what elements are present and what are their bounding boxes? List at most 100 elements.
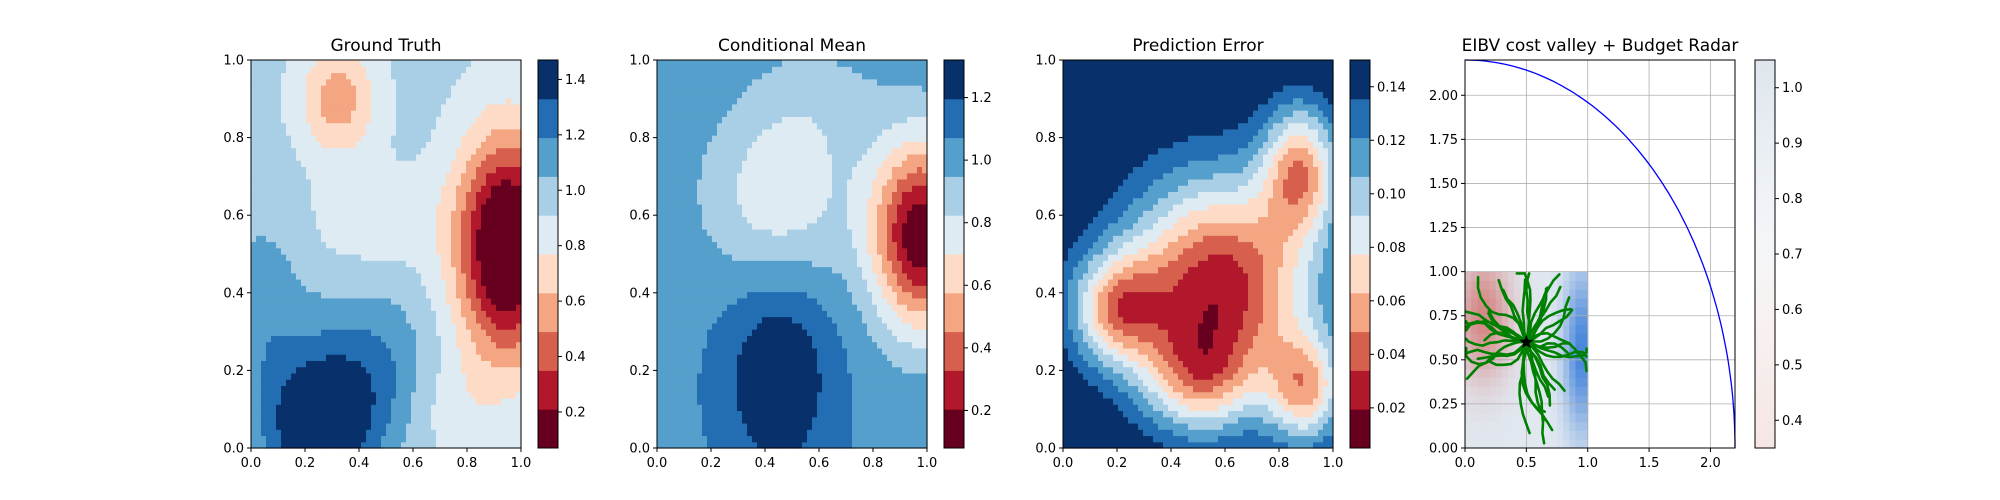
- heatmap-cell: [461, 310, 467, 318]
- heatmap-cell: [296, 222, 302, 230]
- heatmap-cell: [416, 322, 422, 330]
- heatmap-cell: [712, 116, 718, 124]
- heatmap-cell: [326, 291, 332, 299]
- heatmap-cell: [316, 279, 322, 286]
- heatmap-cell: [376, 172, 382, 180]
- heatmap-cell: [752, 266, 758, 274]
- heatmap-cell: [346, 153, 352, 161]
- heatmap-cell: [707, 103, 713, 111]
- heatmap-cell: [697, 228, 703, 236]
- heatmap-cell: [351, 241, 357, 249]
- heatmap-cell: [506, 147, 512, 155]
- heatmap-cell: [742, 385, 748, 393]
- heatmap-cell: [471, 291, 477, 299]
- heatmap-cell: [722, 322, 728, 330]
- heatmap-cell: [702, 316, 708, 324]
- heatmap-cell: [366, 147, 372, 155]
- heatmap-cell: [772, 310, 778, 318]
- heatmap-cell: [667, 72, 673, 80]
- heatmap-cell: [391, 316, 397, 324]
- heatmap-cell: [421, 329, 427, 336]
- heatmap-cell: [416, 116, 422, 124]
- heatmap-cell: [286, 272, 292, 280]
- heatmap-cell: [496, 222, 502, 230]
- heatmap-cell: [371, 128, 377, 136]
- heatmap-cell: [667, 372, 673, 380]
- heatmap-cell: [511, 110, 517, 117]
- heatmap-cell: [396, 172, 402, 180]
- heatmap-cell: [707, 291, 713, 299]
- heatmap-cell: [321, 228, 327, 236]
- heatmap-cell: [261, 435, 267, 443]
- heatmap-cell: [306, 141, 312, 149]
- heatmap-cell: [381, 197, 387, 205]
- heatmap-cell: [271, 254, 277, 261]
- heatmap-cell: [697, 203, 703, 211]
- heatmap-cell: [496, 347, 502, 355]
- heatmap-cell: [436, 122, 442, 130]
- heatmap-cell: [727, 66, 733, 74]
- heatmap-cell: [491, 178, 497, 186]
- heatmap-cell: [376, 366, 382, 374]
- heatmap-cell: [471, 153, 477, 161]
- heatmap-cell: [667, 110, 673, 117]
- heatmap-cell: [727, 110, 733, 117]
- heatmap-cell: [682, 304, 688, 311]
- heatmap-cell: [722, 222, 728, 230]
- heatmap-cell: [486, 372, 492, 380]
- heatmap-cell: [366, 66, 372, 74]
- heatmap-cell: [316, 141, 322, 149]
- heatmap-cell: [416, 354, 422, 361]
- heatmap-cell: [266, 272, 272, 280]
- heatmap-cell: [456, 97, 462, 105]
- heatmap-cell: [511, 404, 517, 412]
- heatmap-cell: [712, 60, 718, 67]
- heatmap-cell: [451, 397, 457, 405]
- heatmap-cell: [301, 372, 307, 380]
- heatmap-cell: [366, 416, 372, 424]
- heatmap-cell: [301, 435, 307, 443]
- heatmap-cell: [406, 247, 412, 255]
- heatmap-cell: [311, 178, 317, 186]
- heatmap-cell: [461, 416, 467, 424]
- heatmap-cell: [707, 247, 713, 255]
- heatmap-cell: [431, 203, 437, 211]
- heatmap-cell: [767, 379, 773, 387]
- heatmap-cell: [456, 254, 462, 261]
- heatmap-cell: [456, 135, 462, 142]
- heatmap-cell: [251, 441, 257, 449]
- heatmap-cell: [261, 429, 267, 437]
- heatmap-cell: [306, 228, 312, 236]
- heatmap-cell: [446, 329, 452, 336]
- heatmap-cell: [281, 247, 287, 255]
- heatmap-cell: [396, 397, 402, 405]
- heatmap-cell: [692, 260, 698, 268]
- heatmap-cell: [291, 385, 297, 393]
- heatmap-cell: [406, 322, 412, 330]
- heatmap-cell: [371, 72, 377, 80]
- heatmap-cell: [371, 304, 377, 311]
- heatmap-cell: [486, 203, 492, 211]
- heatmap-cell: [261, 385, 267, 393]
- heatmap-cell: [511, 297, 517, 305]
- heatmap-cell: [451, 360, 457, 368]
- heatmap-cell: [436, 272, 442, 280]
- heatmap-cell: [416, 385, 422, 393]
- heatmap-cell: [361, 285, 367, 293]
- heatmap-cell: [291, 347, 297, 355]
- heatmap-cell: [381, 222, 387, 230]
- heatmap-cell: [401, 85, 407, 92]
- heatmap-cell: [331, 410, 337, 418]
- heatmap-cell: [772, 260, 778, 268]
- heatmap-cell: [662, 316, 668, 324]
- heatmap-cell: [306, 410, 312, 418]
- heatmap-cell: [496, 178, 502, 186]
- heatmap-cell: [707, 279, 713, 286]
- heatmap-cell: [732, 385, 738, 393]
- heatmap-cell: [386, 116, 392, 124]
- heatmap-cell: [286, 422, 292, 430]
- heatmap-cell: [396, 391, 402, 399]
- heatmap-cell: [361, 304, 367, 311]
- heatmap-cell: [281, 310, 287, 318]
- heatmap-cell: [366, 216, 372, 224]
